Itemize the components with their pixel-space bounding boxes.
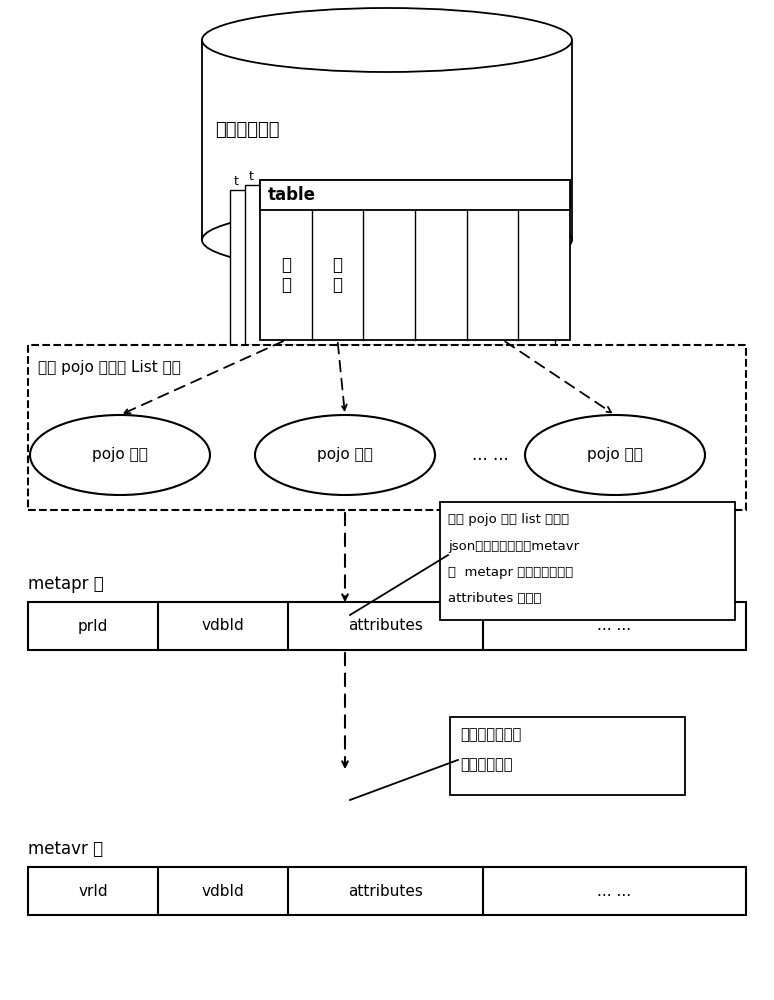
Bar	[202, 40, 572, 240]
Text: metapr 表: metapr 表	[28, 575, 104, 593]
Text: pojo 实例: pojo 实例	[92, 448, 148, 462]
Text: 字段 pojo 实例 list 数组转: 字段 pojo 实例 list 数组转	[448, 514, 569, 526]
Bar	[440, 502, 735, 620]
Text: ... ...: ... ...	[598, 618, 632, 634]
Text: prId: prId	[78, 618, 108, 634]
Text: pojo 实例: pojo 实例	[317, 448, 373, 462]
Text: attributes: attributes	[348, 884, 423, 898]
Text: attributes 字段値: attributes 字段値	[448, 592, 542, 605]
Bar	[245, 185, 555, 345]
Text: 及  metapr 库表一数据记录: 及 metapr 库表一数据记录	[448, 566, 574, 579]
Text: vdbId: vdbId	[201, 884, 245, 898]
Text: table: table	[268, 186, 316, 204]
Text: t: t	[234, 175, 239, 188]
Ellipse shape	[202, 208, 572, 272]
Ellipse shape	[255, 415, 435, 495]
Text: ... ...: ... ...	[471, 446, 509, 464]
Bar	[28, 345, 746, 510]
Bar	[28, 867, 746, 915]
Ellipse shape	[202, 8, 572, 72]
Text: vdbId: vdbId	[201, 618, 245, 634]
Text: 字
段: 字 段	[281, 256, 291, 294]
Text: vrId: vrId	[78, 884, 108, 898]
Bar	[28, 602, 746, 650]
Text: 字
段: 字 段	[333, 256, 343, 294]
Bar	[450, 717, 685, 795]
Text: attributes: attributes	[348, 618, 423, 634]
Text: 通过字段映射値: 通过字段映射値	[460, 728, 521, 742]
Text: t: t	[249, 170, 254, 183]
Text: 建立映射关系: 建立映射关系	[460, 758, 512, 772]
Bar	[260, 180, 570, 340]
Ellipse shape	[525, 415, 705, 495]
Text: ... ...: ... ...	[598, 884, 632, 898]
Text: json字符串持久化为metavr: json字符串持久化为metavr	[448, 540, 579, 553]
Text: 字段 pojo 实例的 List 数组: 字段 pojo 实例的 List 数组	[38, 360, 181, 375]
Text: 关系型数据库: 关系型数据库	[215, 121, 279, 139]
Ellipse shape	[30, 415, 210, 495]
Text: metavr 表: metavr 表	[28, 840, 103, 858]
Bar	[230, 190, 540, 350]
Text: pojo 实例: pojo 实例	[587, 448, 643, 462]
Bar	[260, 180, 570, 210]
